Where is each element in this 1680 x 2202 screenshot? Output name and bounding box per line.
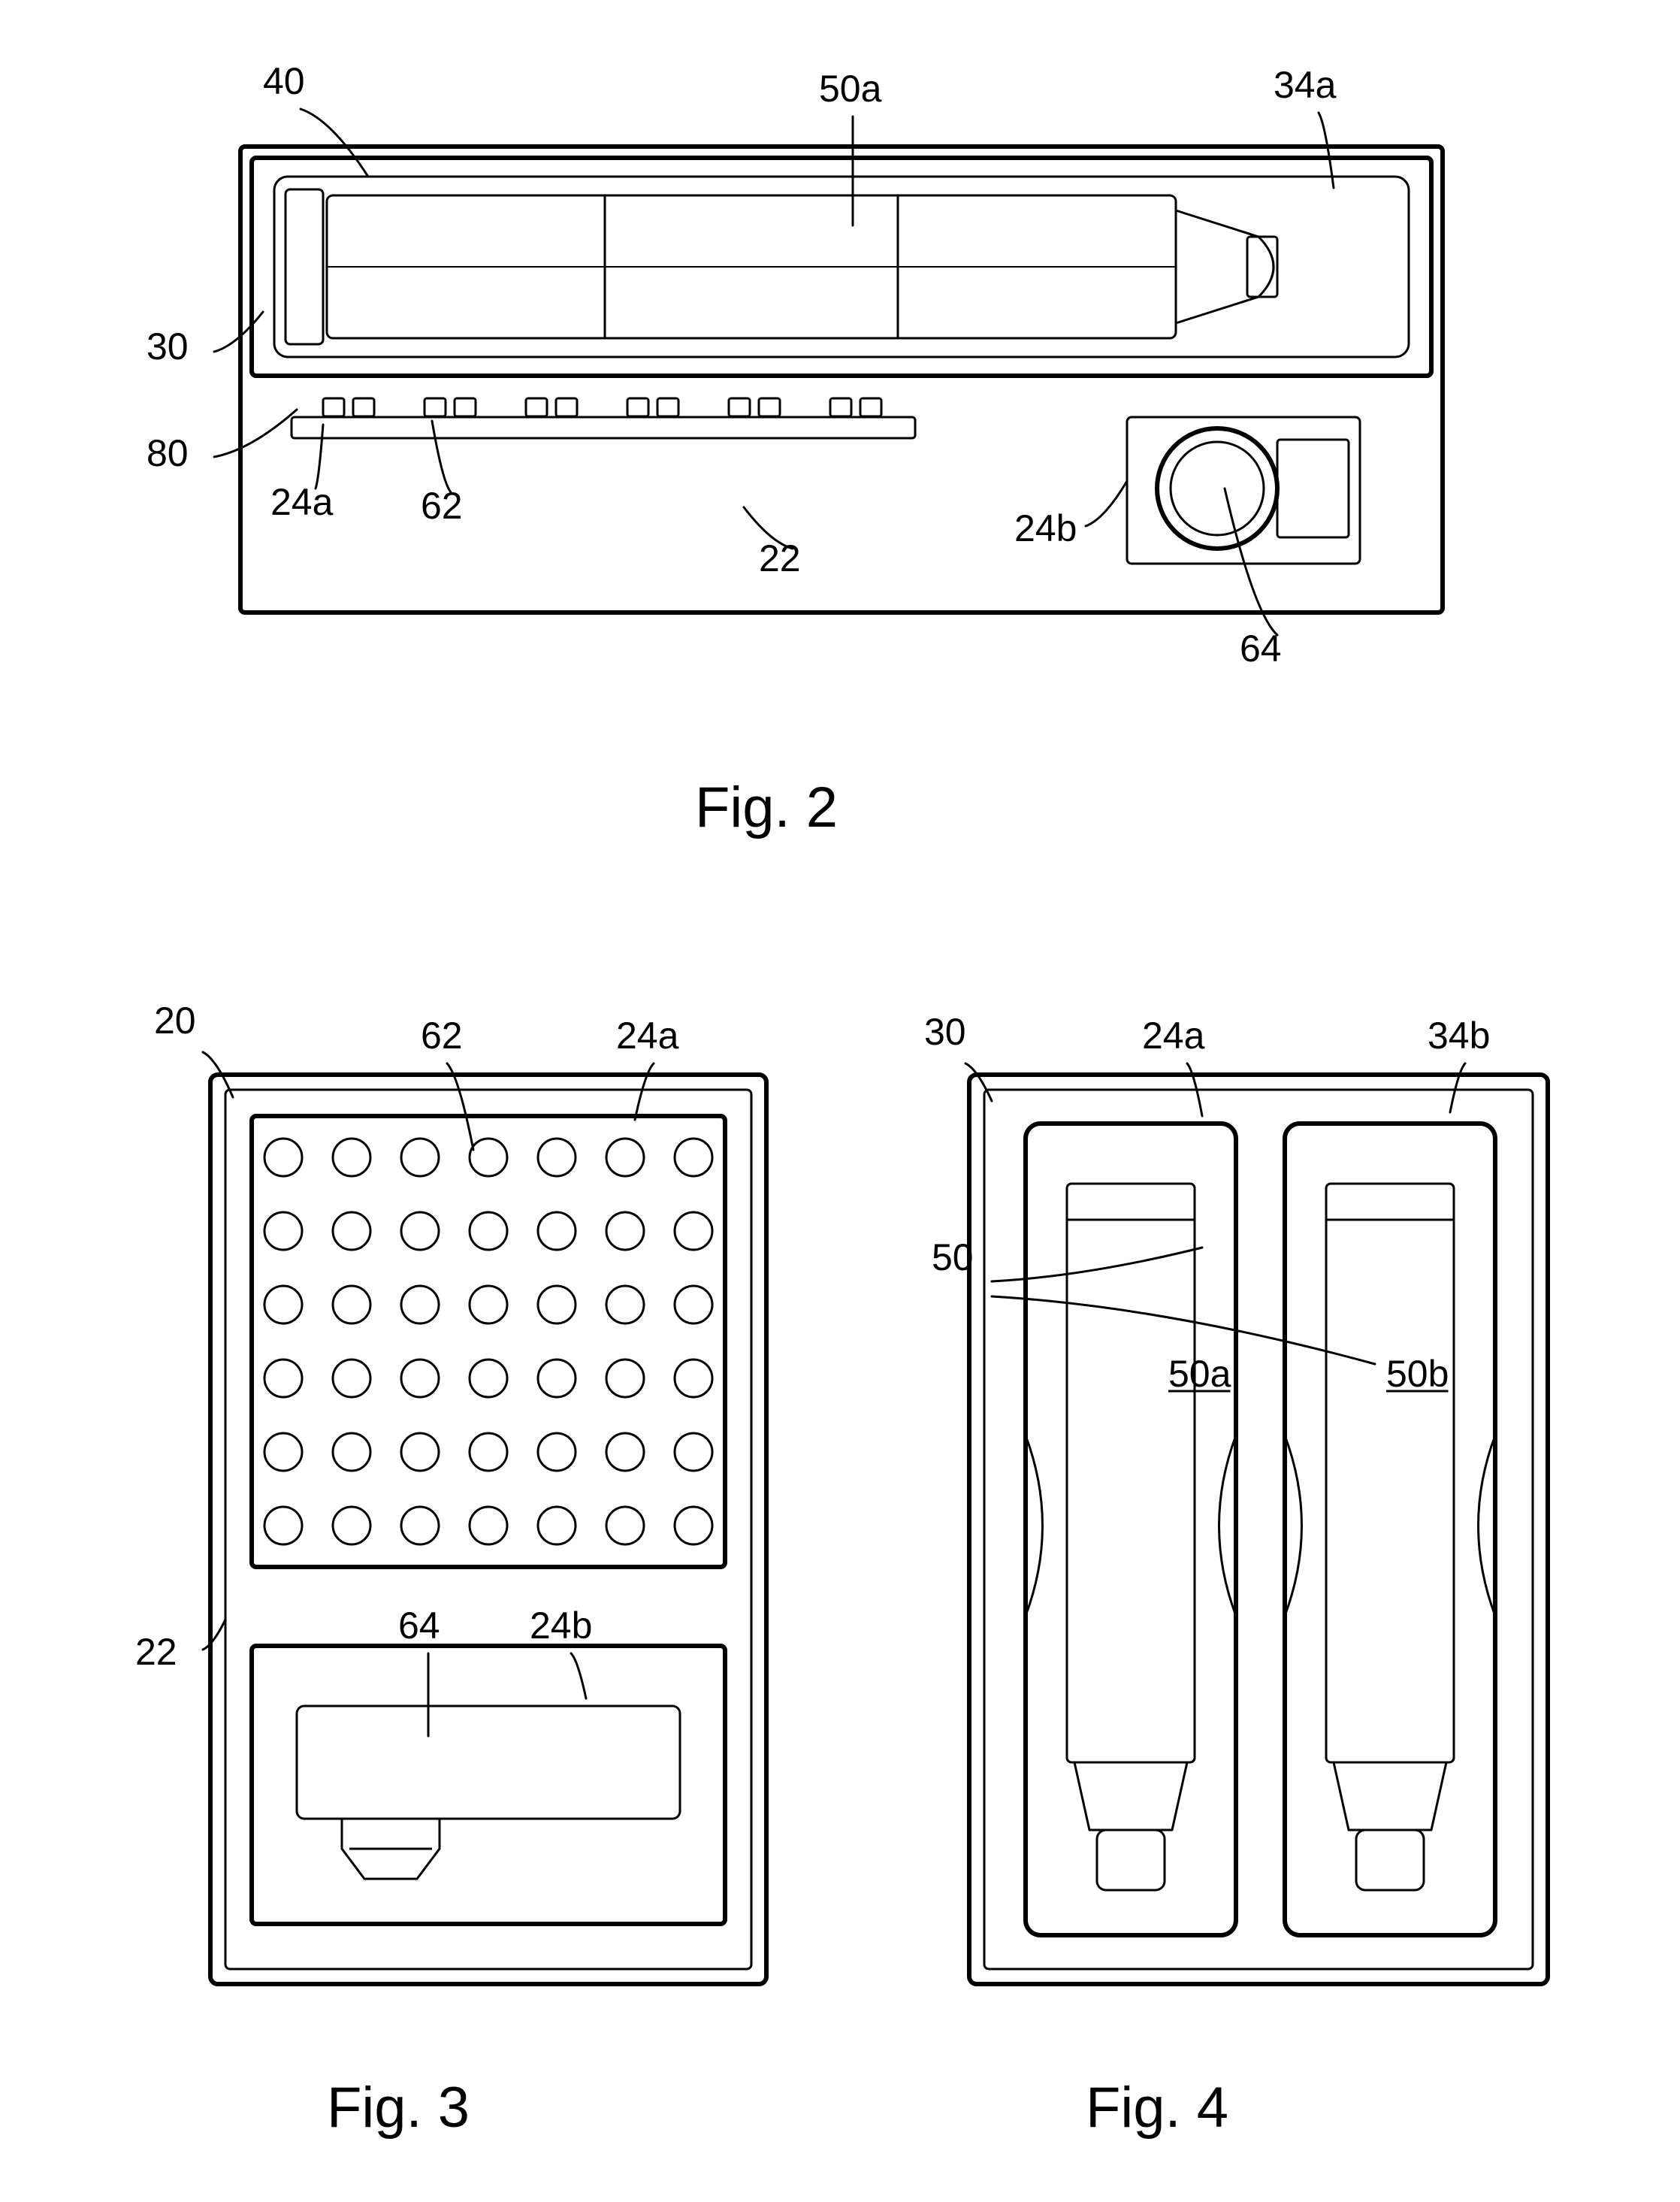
- svg-text:62: 62: [421, 485, 463, 527]
- label-24b: 24b: [1014, 481, 1127, 549]
- svg-text:22: 22: [135, 1631, 177, 1673]
- svg-text:34b: 34b: [1428, 1015, 1490, 1057]
- svg-text:24b: 24b: [530, 1605, 592, 1647]
- label-22: 22: [744, 507, 801, 579]
- fig-4: 30 24a 34b 50 50a 50b Fig. 4: [924, 1011, 1548, 2140]
- label-62: 62: [421, 421, 463, 527]
- label-34a: 34a: [1274, 64, 1337, 188]
- svg-text:50b: 50b: [1386, 1353, 1449, 1395]
- label-30: 30: [147, 312, 263, 368]
- svg-text:34a: 34a: [1274, 64, 1337, 106]
- svg-text:50a: 50a: [819, 68, 882, 110]
- label-62: 62: [421, 1015, 473, 1150]
- svg-text:30: 30: [924, 1011, 966, 1053]
- svg-text:24a: 24a: [616, 1015, 679, 1057]
- label-24a: 24a: [1142, 1015, 1205, 1116]
- svg-text:24a: 24a: [270, 481, 334, 523]
- label-80: 80: [147, 410, 297, 474]
- svg-text:50a: 50a: [1168, 1353, 1231, 1395]
- svg-text:24a: 24a: [1142, 1015, 1205, 1057]
- svg-text:Fig. 4: Fig. 4: [1086, 2076, 1228, 2140]
- label-24a: 24a: [616, 1015, 679, 1120]
- label-24a: 24a: [270, 425, 334, 523]
- svg-text:30: 30: [147, 325, 189, 368]
- label-64: 64: [398, 1605, 440, 1736]
- svg-text:62: 62: [421, 1015, 463, 1057]
- svg-text:80: 80: [147, 432, 189, 474]
- svg-text:64: 64: [398, 1605, 440, 1647]
- svg-text:Fig. 2: Fig. 2: [695, 776, 838, 839]
- label-50: 50: [932, 1236, 1375, 1364]
- fig-3: 20 62 24a 22 64 24b Fig. 3: [135, 1000, 766, 2140]
- label-50b: 50b: [1386, 1353, 1449, 1395]
- fig-2: 4050a34a308024a622224b64Fig. 2: [147, 60, 1443, 839]
- label-34b: 34b: [1428, 1015, 1490, 1112]
- svg-text:50: 50: [932, 1236, 974, 1278]
- label-30: 30: [924, 1011, 992, 1101]
- svg-text:Fig. 3: Fig. 3: [327, 2076, 470, 2140]
- svg-text:40: 40: [263, 60, 305, 102]
- svg-text:20: 20: [154, 1000, 196, 1042]
- label-20: 20: [154, 1000, 233, 1097]
- label-24b: 24b: [530, 1605, 592, 1698]
- svg-text:24b: 24b: [1014, 507, 1077, 549]
- label-50a: 50a: [1168, 1353, 1231, 1395]
